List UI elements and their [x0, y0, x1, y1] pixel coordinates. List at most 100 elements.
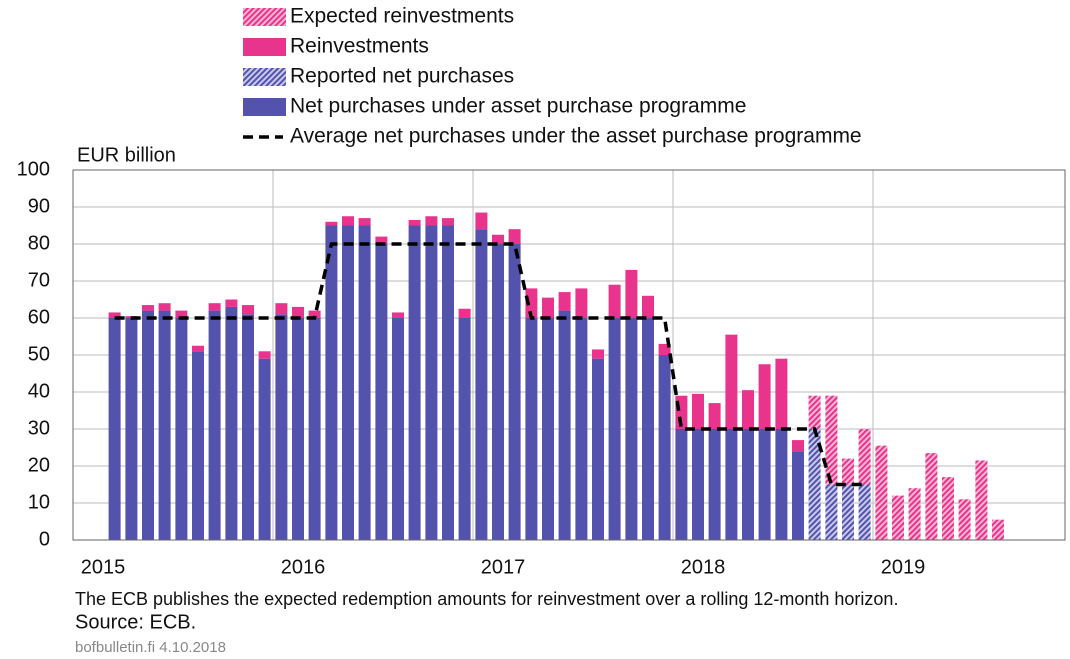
bar-segment: [608, 284, 621, 318]
bar-segment: [442, 225, 454, 540]
bar-segment: [808, 429, 821, 540]
bar-segment: [725, 334, 738, 429]
bar-segment: [475, 229, 488, 540]
bar-segment: [642, 295, 654, 318]
bar-segment: [925, 453, 938, 540]
bar-segment: [625, 318, 638, 540]
bar-segment: [808, 395, 821, 429]
bar-segment: [658, 343, 671, 355]
y-tick-label: 40: [28, 380, 50, 402]
bar-segment: [842, 458, 854, 485]
bar-segment: [742, 429, 754, 540]
y-tick-label: 80: [28, 232, 50, 254]
legend-label: Net purchases under asset purchase progr…: [290, 95, 746, 118]
bar-segment: [858, 484, 871, 540]
bar-segment: [342, 225, 354, 540]
bar-segment: [142, 305, 154, 311]
bar-segment: [392, 318, 404, 540]
bar-segment: [258, 351, 271, 359]
bar-segment: [908, 488, 921, 540]
bar-segment: [375, 236, 388, 244]
bar-segment: [558, 292, 571, 311]
bar-segment: [458, 308, 471, 318]
y-tick-label: 100: [17, 158, 50, 180]
bar-segment: [742, 390, 754, 429]
bar-segment: [475, 212, 488, 230]
bar-segment: [558, 310, 571, 540]
legend-swatch: [243, 8, 286, 26]
bar-segment: [392, 312, 404, 318]
bar-segment: [958, 499, 971, 540]
bar-segment: [525, 288, 538, 318]
bar-segment: [442, 218, 454, 226]
bar-segment: [675, 429, 688, 540]
bar-segment: [942, 477, 954, 540]
bar-segment: [158, 310, 171, 540]
bar-segment: [758, 364, 771, 429]
bar-segment: [875, 445, 888, 540]
y-tick-label: 30: [28, 417, 50, 439]
bar-segment: [292, 318, 304, 540]
bar-segment: [775, 429, 788, 540]
y-tick-label: 10: [28, 491, 50, 513]
legend-label: Average net purchases under the asset pu…: [290, 125, 862, 148]
bar-segment: [992, 519, 1004, 540]
bar-segment: [425, 216, 438, 226]
bar-segment: [275, 314, 288, 540]
bar-segment: [358, 218, 371, 226]
y-tick-label: 20: [28, 454, 50, 476]
bar-segment: [492, 234, 504, 244]
y-tick-label: 0: [39, 528, 50, 550]
bar-segment: [425, 225, 438, 540]
bar-segment: [175, 318, 188, 540]
bar-segment: [158, 303, 171, 311]
bar-segment: [175, 310, 188, 318]
bar-segment: [225, 306, 238, 540]
legend-label: Reinvestments: [290, 35, 429, 58]
y-axis-label: EUR billion: [77, 144, 176, 166]
plot-border: [72, 169, 1066, 541]
bar-segment: [542, 318, 554, 540]
bar-segment: [192, 345, 204, 352]
bar-segment: [325, 221, 338, 226]
bar-segment: [608, 318, 621, 540]
bar-segment: [225, 299, 238, 307]
bar-segment: [242, 305, 254, 315]
bar-segment: [492, 244, 504, 540]
bar-segment: [408, 225, 421, 540]
y-tick-label: 90: [28, 195, 50, 217]
legend-label: Expected reinvestments: [290, 5, 514, 28]
bar-segment: [708, 403, 721, 429]
bar-segment: [708, 429, 721, 540]
bar-segment: [825, 395, 838, 485]
bar-segment: [458, 318, 471, 540]
bar-segment: [325, 225, 338, 540]
bar-segment: [525, 318, 538, 540]
x-tick-label: 2017: [481, 556, 526, 578]
bar-segment: [725, 429, 738, 540]
credit: bofbulletin.fi 4.10.2018: [75, 639, 226, 656]
bar-segment: [575, 318, 588, 540]
bar-segment: [408, 219, 421, 226]
bar-segment: [275, 303, 288, 315]
bar-segment: [308, 318, 321, 540]
bar-segment: [208, 303, 221, 311]
bar-segment: [508, 244, 521, 540]
bar-segment: [308, 310, 321, 318]
legend-swatch: [243, 38, 286, 56]
bar-segment: [975, 460, 988, 540]
note: The ECB publishes the expected redemptio…: [75, 589, 898, 609]
bar-segment: [758, 429, 771, 540]
bar-segment: [358, 225, 371, 540]
x-tick-label: 2015: [81, 556, 126, 578]
bar-segment: [642, 318, 654, 540]
bar-segment: [142, 310, 154, 540]
bar-segment: [692, 429, 704, 540]
bar-segment: [592, 349, 604, 359]
bar-segment: [858, 429, 871, 485]
bar-segment: [292, 306, 304, 318]
y-tick-label: 50: [28, 343, 50, 365]
bar-segment: [208, 310, 221, 540]
bar-segment: [775, 358, 788, 429]
